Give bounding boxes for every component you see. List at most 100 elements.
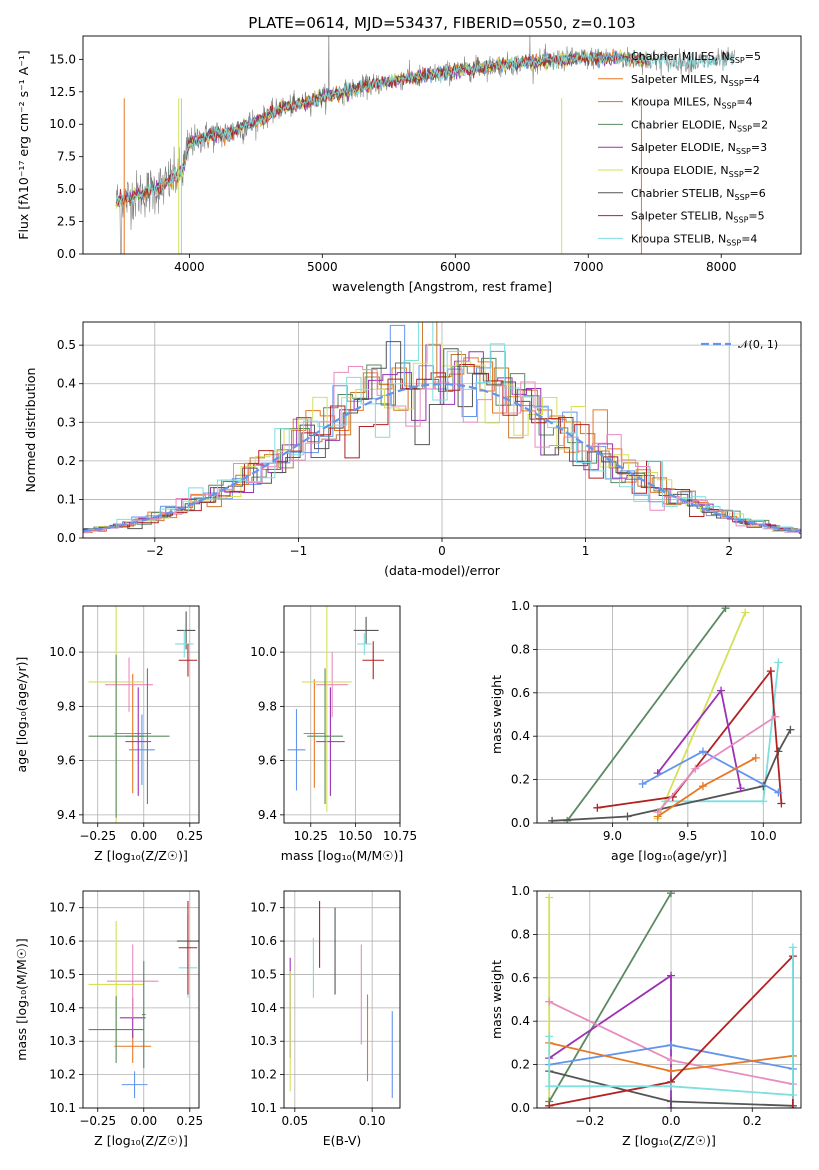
model-spectrum [115, 50, 649, 207]
y-tick-label: 0.0 [511, 816, 530, 830]
y-tick-label: 0.4 [511, 729, 530, 743]
y-tick-label: 0.0 [57, 247, 76, 261]
legend-sub: SSP [729, 79, 744, 88]
weight-marker [667, 1082, 676, 1091]
y-axis-label: mass weight [489, 960, 504, 1039]
y-tick-label: 5.0 [57, 182, 76, 196]
x-tick-label: 0.25 [176, 829, 203, 843]
weight-line [657, 715, 776, 813]
weight-marker [777, 799, 786, 808]
weight-lines [548, 606, 795, 823]
x-tick-label: 10.50 [338, 829, 372, 843]
legend-label: 𝒩(0, 1) [738, 338, 778, 351]
x-axis-label: age [log₁₀(age/yr)] [611, 848, 727, 863]
residuals-panel: −2 −1 0 1 2 0.0 0.1 0.2 0.3 0.4 0.5 (data-model)/er… [23, 321, 802, 578]
x-tick-label: 10.25 [294, 829, 328, 843]
age_vs_Z-panel: −0.25 0.00 0.25 9.4 9.6 9.8 10.0 Z [log₁₀(Z/Z☉)… [14, 605, 203, 863]
weight-marker [788, 943, 797, 952]
error-bars [289, 901, 393, 1098]
legend-label: Salpeter STELIB, NSSP=5 [631, 210, 765, 225]
x-tick-label: 7000 [573, 260, 604, 274]
legend-sub: SSP [721, 102, 736, 111]
legend-label: Kroupa STELIB, NSSP=4 [631, 232, 757, 247]
y-tick-label: 10.3 [49, 1034, 76, 1048]
y-tick-label: 9.4 [57, 808, 76, 822]
legend-label: Kroupa ELODIE, NSSP=2 [631, 164, 760, 179]
weight-marker [545, 893, 554, 902]
legend-value: =6 [750, 187, 766, 200]
y-tick-label: 0.4 [511, 1014, 530, 1028]
y-tick-label: 9.6 [258, 754, 277, 768]
model-spectrum [115, 51, 735, 205]
legend-sub: SSP [736, 147, 751, 156]
weight-marker [736, 784, 745, 793]
legend-value: =5 [745, 50, 761, 63]
weight-marker [548, 816, 557, 823]
weight-marker [774, 788, 783, 797]
x-tick-label: 0.0 [661, 1114, 680, 1128]
y-tick-label: 10.5 [250, 967, 277, 981]
x-tick-label: −0.2 [575, 1114, 604, 1128]
weight-marker [741, 608, 750, 617]
x-tick-label: 8000 [706, 260, 737, 274]
legend-name: Chabrier STELIB, N [631, 187, 735, 200]
y-tick-label: 15.0 [49, 52, 76, 66]
weight-marker [786, 725, 795, 734]
x-axis-label: E(B-V) [323, 1133, 362, 1148]
weight-marker [653, 808, 662, 817]
weight-marker [667, 1041, 676, 1050]
weight-marker [667, 1056, 676, 1065]
y-tick-label: 10.1 [49, 1101, 76, 1115]
legend-name: Salpeter MILES, N [631, 73, 729, 86]
x-tick-label: 4000 [174, 260, 205, 274]
x-tick-label: 0.00 [130, 1114, 157, 1128]
legend-value: =4 [744, 73, 760, 86]
legend-sub: SSP [737, 124, 752, 133]
y-tick-label: 0.0 [57, 531, 76, 545]
y-tick-label: 10.2 [49, 1068, 76, 1082]
legend-value: =2 [752, 118, 768, 131]
legend-label: Kroupa MILES, NSSP=4 [631, 96, 753, 111]
y-tick-label: 10.1 [250, 1101, 277, 1115]
axes-frame [82, 605, 200, 824]
weight-line [566, 607, 727, 822]
axes-frame [82, 321, 802, 539]
x-tick-label: −0.25 [79, 829, 116, 843]
y-tick-label: 9.4 [258, 808, 277, 822]
mass_vs_Z-panel: −0.25 0.00 0.25 10.1 10.2 10.3 10.4 10.5 10.6 10.… [14, 890, 203, 1148]
y-tick-label: 0.6 [511, 971, 530, 985]
legend-label: Chabrier STELIB, NSSP=6 [631, 187, 766, 202]
y-tick-label: 10.3 [250, 1034, 277, 1048]
weight-marker [788, 1104, 797, 1108]
y-tick-label: 7.5 [57, 150, 76, 164]
y-tick-label: 10.0 [49, 645, 76, 659]
legend-value: =5 [748, 210, 764, 223]
histogram [83, 322, 801, 534]
x-tick-label: 0.10 [359, 1114, 386, 1128]
weight-marker [667, 891, 676, 898]
legend-name: Salpeter ELODIE, N [631, 141, 736, 154]
axes-frame [536, 890, 802, 1109]
y-tick-label: 12.5 [49, 85, 76, 99]
y-axis-label: mass [log₁₀(M/M☉)] [14, 938, 29, 1060]
y-tick-label: 10.4 [49, 1001, 76, 1015]
weight-marker [593, 803, 602, 812]
error-bars [287, 606, 384, 813]
legend-label: Chabrier MILES, NSSP=5 [631, 50, 761, 65]
x-tick-label: 0.00 [130, 829, 157, 843]
x-axis-label: wavelength [Angstrom, rest frame] [332, 279, 552, 294]
error-bars [88, 606, 198, 823]
legend-name: Kroupa STELIB, N [631, 232, 726, 245]
weight-marker [545, 1101, 554, 1108]
y-tick-label: 10.0 [250, 645, 277, 659]
weight-marker [698, 747, 707, 756]
x-axis-label: Z [log₁₀(Z/Z☉)] [94, 1133, 188, 1148]
y-tick-label: 0.6 [511, 686, 530, 700]
legend-sub: SSP [729, 170, 744, 179]
weight-line [597, 668, 783, 809]
x-tick-label: 0 [438, 544, 446, 558]
legend-name: Kroupa ELODIE, N [631, 164, 729, 177]
x-axis-label: Z [log₁₀(Z/Z☉)] [94, 848, 188, 863]
legend-sub: SSP [733, 216, 748, 225]
x-tick-label: 9.0 [603, 829, 622, 843]
